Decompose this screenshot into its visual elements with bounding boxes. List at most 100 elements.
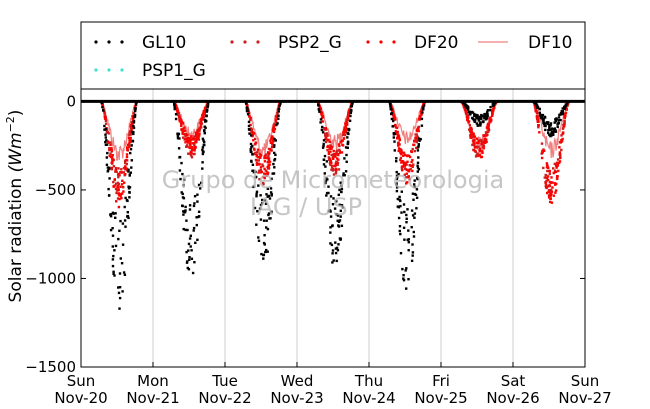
series-point — [258, 207, 262, 210]
series-point — [116, 186, 120, 189]
series-point — [411, 192, 415, 195]
series-point — [320, 111, 323, 114]
series-point — [478, 150, 481, 153]
series-point — [473, 139, 476, 142]
series-point — [329, 226, 332, 229]
series-point — [399, 151, 403, 155]
series-point — [105, 156, 108, 159]
x-tick-label-date: Nov-26 — [486, 389, 539, 407]
series-point — [176, 132, 179, 136]
series-point — [262, 175, 265, 179]
series-point — [131, 139, 135, 143]
series-point — [329, 231, 332, 234]
series-point — [476, 146, 479, 149]
series-point — [559, 118, 562, 122]
series-point — [415, 140, 418, 144]
y-tick-label: 0 — [66, 92, 76, 110]
series-point — [347, 114, 350, 117]
series-point — [473, 142, 476, 145]
series-point — [491, 114, 494, 117]
series-point — [114, 212, 117, 215]
series-point — [274, 153, 277, 156]
series-point — [277, 107, 281, 110]
series-point — [128, 133, 131, 137]
series-point — [556, 175, 559, 178]
series-point — [338, 144, 341, 148]
series-point — [333, 207, 337, 210]
series-point — [279, 102, 282, 105]
series-point — [206, 106, 209, 109]
series-point — [278, 104, 281, 107]
series-point — [252, 171, 256, 174]
series-point — [203, 132, 206, 135]
x-tick-label-weekday: Sun — [571, 372, 600, 390]
series-point — [195, 136, 199, 140]
series-point — [193, 144, 196, 147]
series-point — [112, 270, 115, 273]
x-tick-label-date: Nov-25 — [414, 389, 467, 407]
series-point — [413, 149, 416, 153]
series-point — [405, 287, 408, 290]
series-point — [545, 177, 549, 180]
series-point — [125, 198, 129, 202]
series-point — [261, 202, 264, 205]
series-point — [265, 248, 268, 252]
series-point — [186, 228, 189, 232]
series-point — [249, 142, 253, 146]
series-point — [120, 262, 124, 265]
series-point — [269, 149, 272, 152]
series-point — [397, 147, 401, 150]
series-point — [267, 152, 271, 156]
series-point — [205, 110, 209, 113]
series-point — [340, 190, 343, 194]
series-point — [536, 106, 540, 109]
series-point — [188, 139, 192, 142]
series-point — [334, 162, 337, 165]
series-point — [269, 191, 273, 194]
series-point — [557, 119, 560, 122]
series-point — [196, 132, 200, 135]
series-point — [547, 122, 550, 126]
series-point — [403, 153, 407, 157]
series-point — [560, 148, 563, 152]
series-point — [395, 182, 398, 185]
series-point — [115, 182, 118, 185]
series-point — [389, 105, 392, 108]
series-point — [331, 224, 334, 228]
series-point — [269, 141, 273, 144]
series-point — [254, 137, 257, 141]
series-point — [400, 167, 404, 170]
series-point — [201, 137, 205, 140]
legend-dot-marker — [243, 40, 247, 44]
series-point — [327, 185, 330, 188]
series-point — [544, 182, 547, 185]
series-point — [405, 168, 409, 172]
series-point — [201, 146, 205, 149]
series-point — [543, 115, 546, 119]
series-point — [476, 124, 479, 127]
series-point — [491, 111, 494, 114]
series-point — [547, 190, 550, 193]
series-point — [326, 145, 329, 149]
series-point — [124, 225, 127, 228]
series-point — [191, 142, 195, 145]
series-point — [255, 155, 258, 158]
series-point — [395, 186, 399, 189]
series-point — [344, 131, 347, 134]
series-point — [117, 286, 120, 289]
series-point — [130, 159, 133, 162]
series-point — [411, 147, 414, 151]
series-point — [104, 119, 108, 122]
series-point — [325, 176, 328, 180]
series-point — [554, 189, 558, 192]
series-point — [486, 114, 489, 117]
series-point — [324, 140, 328, 144]
series-point — [263, 155, 266, 158]
series-point — [407, 249, 410, 252]
series-point — [258, 152, 261, 156]
x-tick-label-weekday: Tue — [211, 372, 238, 390]
series-point — [489, 105, 492, 109]
series-point — [340, 151, 344, 154]
series-point — [467, 121, 470, 124]
series-point — [118, 286, 122, 289]
